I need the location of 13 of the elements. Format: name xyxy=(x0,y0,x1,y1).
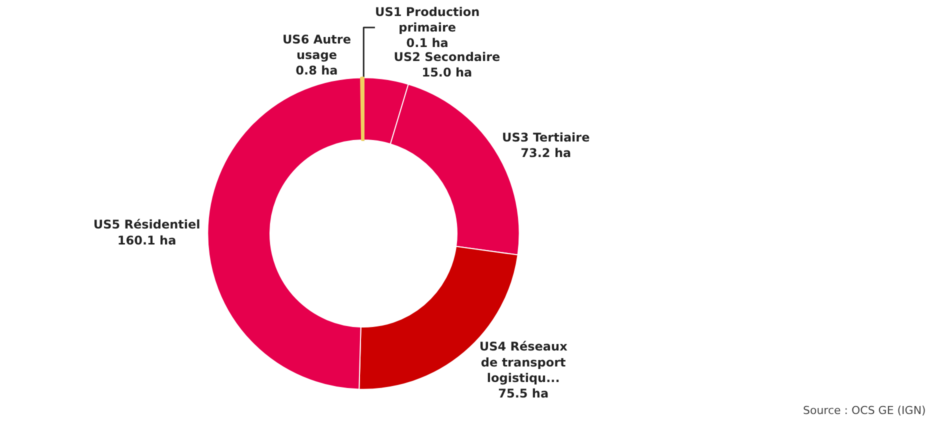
data-label: 0.8 ha xyxy=(296,64,338,78)
source-note: Source : OCS GE (IGN) xyxy=(803,404,926,417)
data-label: 160.1 ha xyxy=(117,233,176,248)
data-label: 0.1 ha xyxy=(406,36,448,50)
data-label: 75.5 ha xyxy=(498,386,549,401)
data-label: 15.0 ha xyxy=(422,66,472,80)
slice-label: US2 Secondaire xyxy=(394,50,500,64)
slice-label: US1 Production primaire xyxy=(374,4,480,34)
data-label: 73.2 ha xyxy=(520,146,572,160)
slice-label: US4 Réseaux de transport logistiqu... xyxy=(479,340,568,385)
slice-label: US5 Résidentiel xyxy=(93,218,200,232)
slice-label: US3 Tertiaire xyxy=(502,130,590,144)
slice-label: US6 Autre usage xyxy=(282,32,351,62)
